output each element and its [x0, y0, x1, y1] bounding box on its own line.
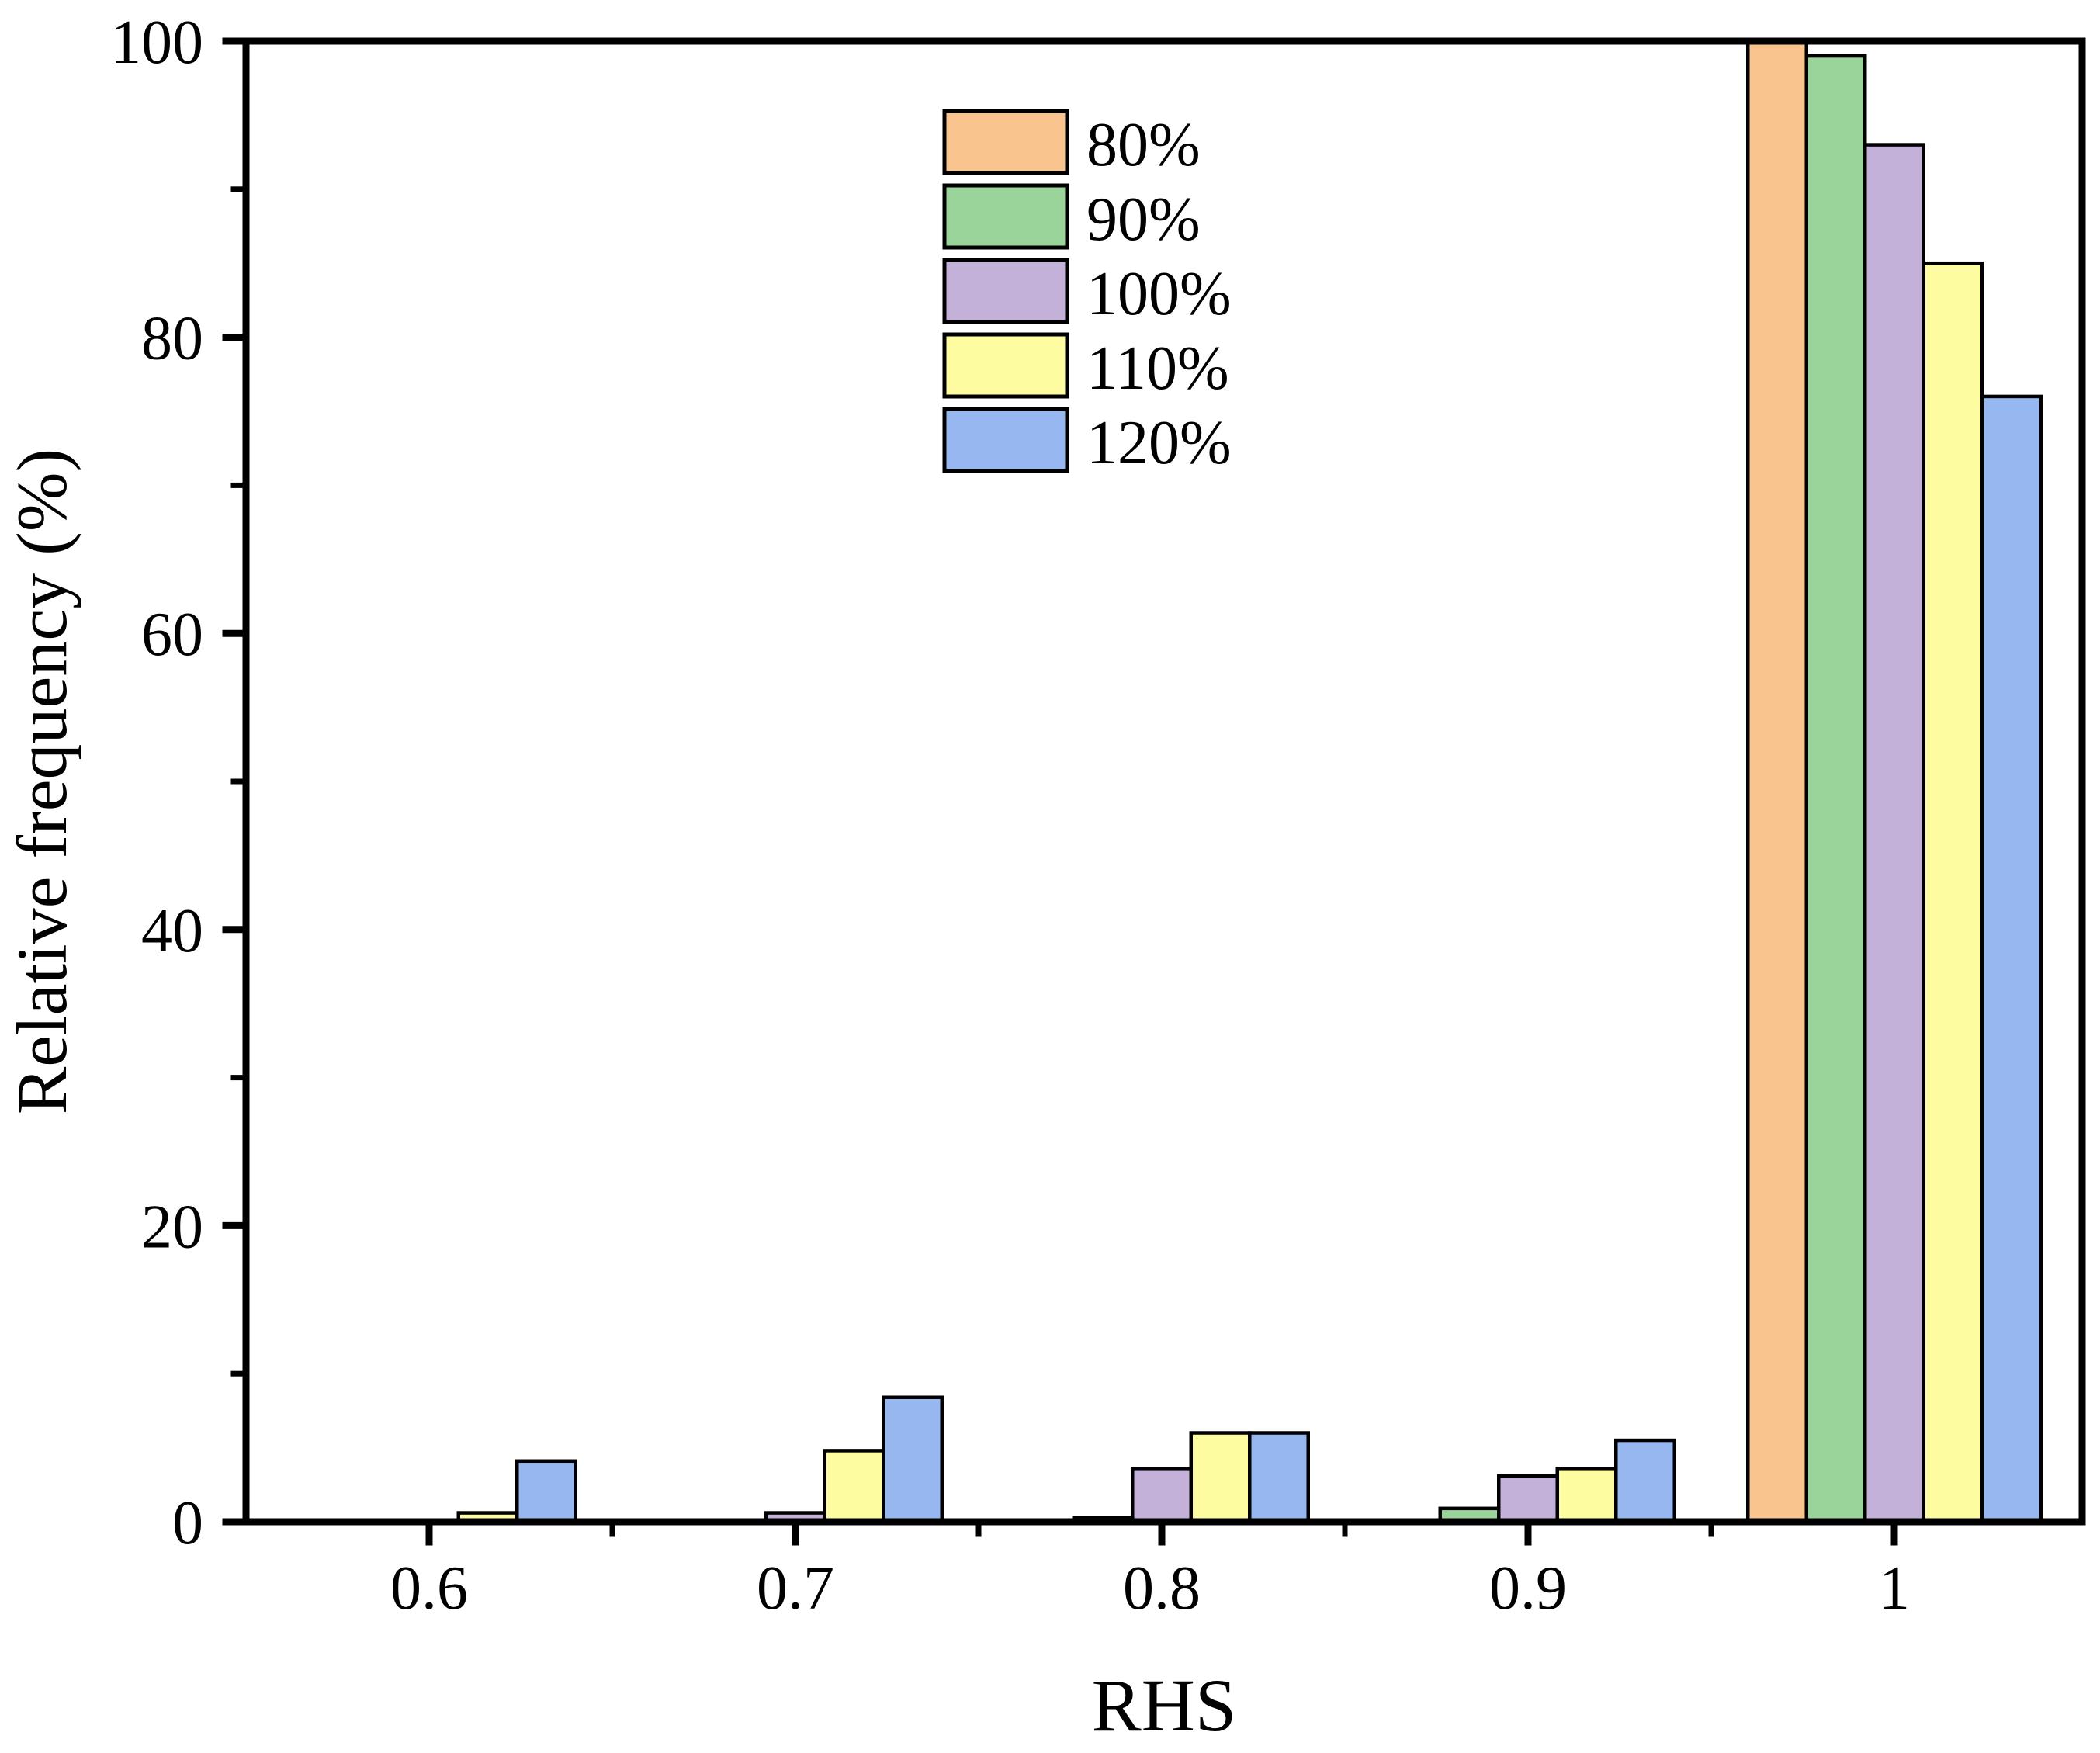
y-tick-label: 0 [172, 1489, 203, 1557]
bar-120%-0.8 [1248, 1431, 1310, 1524]
bar-120%-1 [1980, 394, 2043, 1524]
legend-swatch-110% [942, 332, 1069, 399]
x-axis-label: RHS [1092, 1664, 1237, 1747]
y-tick-label: 80 [141, 305, 203, 373]
bar-80%-1 [1746, 39, 1808, 1524]
x-tick-label: 0.8 [1123, 1554, 1201, 1623]
bar-120%-0.7 [882, 1395, 944, 1524]
x-tick-label: 0.7 [757, 1554, 834, 1623]
y-tick-label: 60 [141, 601, 203, 669]
bar-120%-0.6 [515, 1459, 577, 1524]
legend-swatch-100% [942, 258, 1069, 324]
bar-100%-1 [1863, 143, 1925, 1524]
legend-swatch-120% [942, 407, 1069, 473]
x-tick-label: 1 [1879, 1554, 1910, 1623]
legend-label: 100% [1086, 260, 1232, 328]
y-tick-label: 100 [110, 9, 203, 77]
x-tick-label: 0.6 [390, 1554, 468, 1623]
bar-90%-1 [1804, 54, 1867, 1524]
y-tick-label: 40 [141, 897, 203, 965]
legend-label: 90% [1086, 185, 1201, 254]
legend-label: 120% [1086, 409, 1232, 477]
bar-120%-0.9 [1614, 1438, 1676, 1524]
legend-label: 80% [1086, 111, 1201, 179]
bar-110%-0.8 [1189, 1431, 1252, 1524]
legend-swatch-80% [942, 109, 1069, 175]
bar-100%-0.8 [1131, 1467, 1193, 1524]
plot-border [242, 37, 2086, 1526]
bar-110%-0.9 [1555, 1467, 1618, 1524]
y-tick-label: 20 [141, 1193, 203, 1261]
bar-110%-0.7 [823, 1449, 885, 1524]
x-tick-label: 0.9 [1489, 1554, 1567, 1623]
bar-100%-0.9 [1497, 1474, 1559, 1524]
bar-110%-1 [1922, 261, 1984, 1524]
y-axis-label: Relative frequency (%) [2, 449, 81, 1114]
legend-swatch-90% [942, 183, 1069, 250]
legend-label: 110% [1086, 334, 1229, 403]
